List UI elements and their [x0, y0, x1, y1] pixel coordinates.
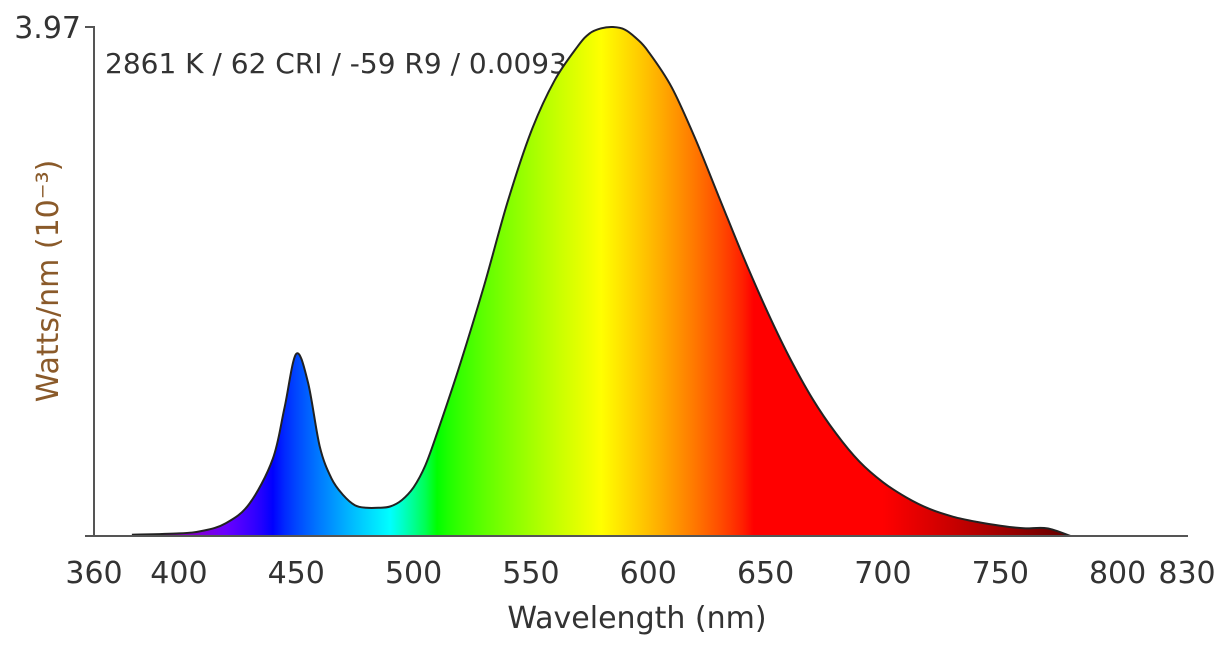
- x-tick-label: 800: [1089, 556, 1146, 591]
- y-axis-label: Watts/nm (10⁻³): [31, 160, 66, 403]
- x-tick-label: 500: [385, 556, 442, 591]
- x-tick-label: 550: [502, 556, 559, 591]
- x-tick-label: 600: [620, 556, 677, 591]
- x-tick-label: 830: [1158, 556, 1215, 591]
- x-tick-label: 360: [65, 556, 122, 591]
- y-tick-label: 3.97: [14, 11, 81, 46]
- x-tick-labels: 360 400 450 500 550 600 650 700 750 800 830: [65, 556, 1215, 591]
- measurement-annotation: 2861 K / 62 CRI / -59 R9 / 0.0093 Duv: [105, 47, 632, 80]
- x-axis-label: Wavelength (nm): [507, 601, 766, 636]
- x-tick-label: 700: [854, 556, 911, 591]
- x-tick-label: 450: [268, 556, 325, 591]
- x-tick-label: 400: [150, 556, 207, 591]
- x-tick-label: 750: [972, 556, 1029, 591]
- spectrum-area: [131, 26, 1071, 537]
- spectrum-outline: [131, 25, 1072, 537]
- x-tick-label: 650: [737, 556, 794, 591]
